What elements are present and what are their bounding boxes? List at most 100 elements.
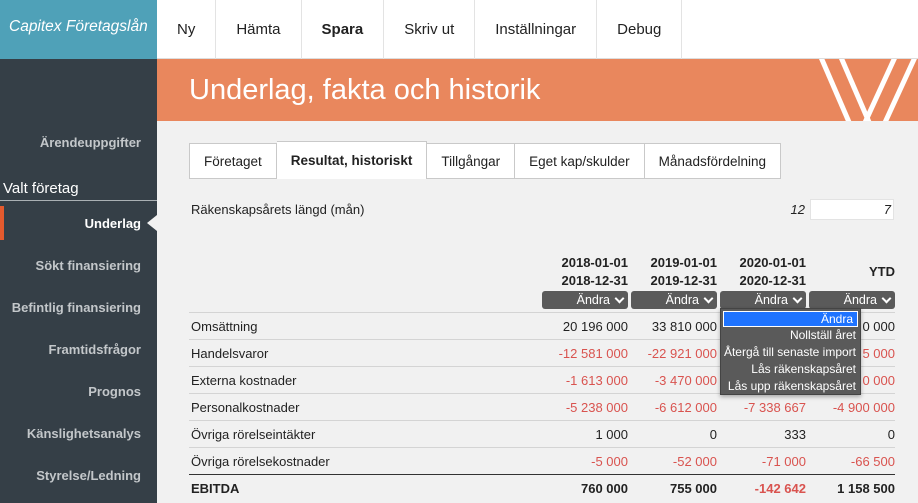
table-cell: 0 000: [862, 373, 895, 388]
table-cell: 760 000: [581, 481, 628, 496]
change-button-2019[interactable]: Ändra: [631, 291, 717, 309]
active-arrow-icon: [147, 215, 157, 231]
dropdown-item-las[interactable]: Lås räkenskapsåret: [751, 362, 856, 376]
sidebar-section-title: Valt företag: [3, 180, 79, 197]
sidebar-divider: [0, 200, 157, 201]
sidebar-item-befintlig-finansiering[interactable]: Befintlig finansiering: [11, 300, 141, 315]
fiscal-year-label: Räkenskapsårets längd (mån): [191, 202, 365, 217]
column-header-ytd: YTD: [809, 263, 895, 281]
table-cell: 0 000: [862, 319, 895, 334]
table-cell: -12 581 000: [558, 346, 628, 361]
sidebar-item-prognos[interactable]: Prognos: [88, 384, 141, 399]
sidebar-item-underlag[interactable]: Underlag: [84, 216, 141, 231]
page-header: Underlag, fakta och historik: [157, 59, 918, 121]
tab-bar: Företaget Resultat, historiskt Tillgånga…: [189, 141, 781, 179]
column-header-2019: 2019-01-01 2019-12-31: [631, 254, 718, 290]
row-label: Handelsvaror: [191, 346, 269, 361]
table-row: Externa kostnader -1 613 000 -3 470 000 0 0…: [189, 366, 895, 393]
row-label: EBITDA: [191, 481, 240, 496]
table-cell: -22 921 000: [647, 346, 717, 361]
row-label: Omsättning: [191, 319, 258, 334]
column-end-date: 2020-12-31: [739, 273, 807, 288]
dropdown-item-las-upp[interactable]: Lås upp räkenskapsåret: [727, 379, 856, 393]
table-cell: 0: [709, 427, 717, 442]
table-cell: -71 000: [761, 454, 806, 469]
tab-resultat-historiskt[interactable]: Resultat, historiskt: [276, 141, 428, 179]
chevron-down-icon: [614, 293, 625, 303]
table-cell: -66 500: [850, 454, 895, 469]
nav-fetch[interactable]: Hämta: [216, 0, 302, 59]
table-row: Övriga rörelseintäkter 1 000 0 333 0: [189, 420, 895, 447]
sidebar-item-arendeuppgifter[interactable]: Ärendeuppgifter: [39, 135, 141, 150]
table-cell: 333: [784, 427, 806, 442]
table-cell: 5 000: [862, 346, 895, 361]
table-row: Omsättning 20 196 000 33 810 000 0 000: [189, 312, 895, 339]
tab-tillgangar[interactable]: Tillgångar: [427, 143, 516, 179]
change-button-label: Ändra: [754, 293, 788, 307]
column-end-date: 2018-12-31: [561, 273, 629, 288]
app-logo: Capitex Företagslån: [0, 0, 157, 59]
chevron-down-icon: [703, 293, 714, 303]
column-end-date: 2019-12-31: [650, 273, 718, 288]
table-cell: 20 196 000: [562, 319, 628, 334]
sidebar-item-kanslighetsanalys[interactable]: Känslighetsanalys: [26, 426, 141, 441]
nav-debug[interactable]: Debug: [597, 0, 683, 59]
dropdown-item-nollstall[interactable]: Nollställ året: [789, 328, 856, 342]
table-cell: -6 612 000: [654, 400, 717, 415]
nav-settings[interactable]: Inställningar: [475, 0, 598, 59]
table-cell: 1 000: [595, 427, 628, 442]
row-label: Personalkostnader: [191, 400, 300, 415]
sidebar-item-styrelse-ledning[interactable]: Styrelse/Ledning: [36, 468, 141, 483]
fiscal-year-value: 12: [790, 202, 805, 217]
table-row: Personalkostnader -5 238 000 -6 612 000 -7 …: [189, 393, 895, 420]
active-marker: [0, 206, 4, 240]
column-start-date: 2019-01-01: [650, 255, 718, 270]
table-cell: -7 338 667: [743, 400, 806, 415]
header-logo-icon: [819, 59, 917, 121]
column-start-date: 2018-01-01: [561, 255, 629, 270]
column-header-2018: 2018-01-01 2018-12-31: [542, 254, 629, 290]
row-label: Externa kostnader: [191, 373, 297, 388]
tab-manadsfordelning[interactable]: Månadsfördelning: [644, 143, 781, 179]
row-label: Övriga rörelseintäkter: [191, 427, 316, 442]
table-cell: 1 158 500: [837, 481, 895, 496]
row-label: Övriga rörelsekostnader: [191, 454, 330, 469]
nav-new[interactable]: Ny: [157, 0, 217, 59]
change-button-label: Ändra: [665, 293, 699, 307]
tab-eget-kap-skulder[interactable]: Eget kap/skulder: [515, 143, 645, 179]
table-cell: -3 470 000: [654, 373, 717, 388]
nav-print[interactable]: Skriv ut: [384, 0, 476, 59]
chevron-down-icon: [881, 293, 892, 303]
table-cell: -142 642: [754, 481, 806, 496]
table-cell: -1 613 000: [565, 373, 628, 388]
sidebar: Ärendeuppgifter Valt företag Underlag Sö…: [0, 59, 157, 503]
ytd-months-input[interactable]: 7: [810, 199, 894, 220]
tab-foretaget[interactable]: Företaget: [189, 143, 277, 179]
change-button-2018[interactable]: Ändra: [542, 291, 628, 309]
top-nav: Ny Hämta Spara Skriv ut Inställningar De…: [157, 0, 918, 59]
change-dropdown-menu: Ändra Nollställ året Återgå till senaste…: [720, 308, 861, 395]
sidebar-item-sokt-finansiering[interactable]: Sökt finansiering: [35, 258, 141, 273]
change-button-2020[interactable]: Ändra: [720, 291, 806, 309]
table-cell: 755 000: [670, 481, 717, 496]
change-button-label: Ändra: [843, 293, 877, 307]
column-header-2020: 2020-01-01 2020-12-31: [720, 254, 807, 290]
page-title: Underlag, fakta och historik: [189, 74, 541, 106]
change-button-ytd[interactable]: Ändra: [809, 291, 895, 309]
table-cell: -5 238 000: [565, 400, 628, 415]
dropdown-item-atergaa[interactable]: Återgå till senaste import: [723, 345, 856, 359]
chevron-down-icon: [792, 293, 803, 303]
table-cell: -4 900 000: [832, 400, 895, 415]
column-start-date: YTD: [869, 264, 895, 279]
sidebar-item-framtidsfragor[interactable]: Framtidsfrågor: [48, 342, 141, 357]
nav-save[interactable]: Spara: [302, 0, 385, 59]
table-cell: -52 000: [672, 454, 717, 469]
column-start-date: 2020-01-01: [739, 255, 807, 270]
table-cell: 0: [887, 427, 895, 442]
table-row: Övriga rörelsekostnader -5 000 -52 000 -71 …: [189, 447, 895, 474]
table-cell: 33 810 000: [651, 319, 717, 334]
table-row: EBITDA 760 000 755 000 -142 642 1 158 500: [189, 474, 895, 501]
table-cell: -5 000: [591, 454, 628, 469]
dropdown-item-andra[interactable]: Ändra: [723, 311, 858, 327]
table-row: Handelsvaror -12 581 000 -22 921 000 5 000: [189, 339, 895, 366]
